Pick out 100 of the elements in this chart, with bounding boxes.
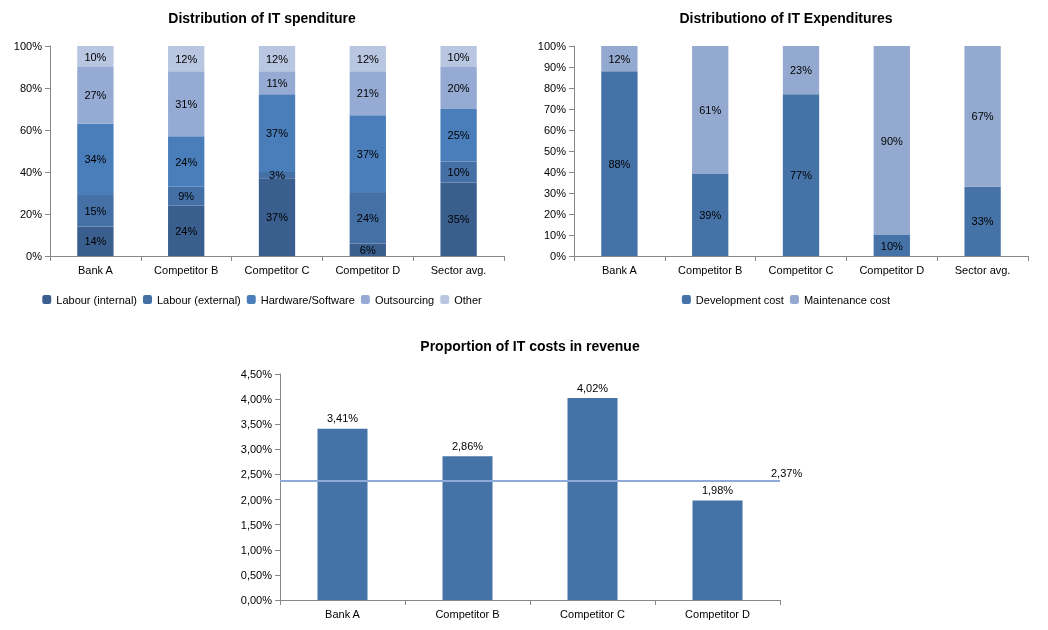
data-label: 33%	[971, 215, 994, 228]
data-label: 37%	[265, 211, 289, 224]
data-label: 27%	[84, 89, 107, 102]
x-tick-label: Sector avg.	[430, 263, 487, 276]
x-tick-label: Sector avg.	[954, 263, 1011, 276]
x-tick-label: Competitor C	[244, 263, 310, 276]
y-tick-label: 10%	[543, 229, 567, 241]
y-tick-label: 4,50%	[240, 368, 273, 380]
data-label: 10%	[447, 50, 470, 63]
bar	[258, 94, 296, 172]
data-label: 37%	[265, 127, 289, 140]
y-tick-label: 60%	[543, 124, 567, 136]
bar	[440, 109, 477, 162]
y-tick-label: 3,00%	[240, 443, 273, 456]
y-tick-label: 40%	[543, 166, 567, 178]
y-tick-label: 2,50%	[240, 468, 273, 481]
data-label: 2,86%	[451, 439, 484, 452]
data-label: 24%	[175, 224, 198, 237]
bar	[317, 428, 368, 600]
bar	[692, 174, 729, 256]
x-tick-label: Competitor C	[560, 607, 625, 620]
y-tick-label: 3,50%	[240, 418, 273, 431]
x-tick-label: Bank A	[601, 263, 638, 276]
data-label: 25%	[447, 129, 470, 142]
data-label: 61%	[699, 104, 722, 117]
x-tick-label: Competitor D	[685, 607, 750, 620]
y-tick-label: 0%	[550, 250, 567, 262]
bar	[782, 94, 820, 256]
data-label: 34%	[84, 153, 107, 166]
data-label: 88%	[608, 157, 631, 170]
bar	[692, 46, 729, 175]
y-tick-label: 60%	[19, 124, 43, 136]
data-label: 39%	[699, 209, 722, 222]
bar	[349, 115, 386, 193]
data-label: 35%	[447, 213, 470, 226]
bar	[168, 136, 205, 187]
data-label: 12%	[356, 52, 380, 65]
data-label: 15%	[84, 204, 107, 217]
bar	[349, 193, 386, 244]
bar	[567, 398, 618, 600]
bar	[77, 67, 114, 124]
chart-title: Distribution of IT spenditure	[168, 10, 356, 26]
ref-line-label: 2,37%	[771, 466, 803, 479]
data-label: 4,02%	[576, 381, 609, 394]
chart-title: Proportion of IT costs in revenue	[420, 338, 640, 354]
y-tick-label: 80%	[543, 82, 567, 94]
data-label: 24%	[356, 212, 380, 225]
legend-label: Outsourcing	[374, 293, 435, 306]
bar	[692, 500, 743, 600]
data-label: 67%	[971, 110, 994, 123]
x-tick-label: Competitor D	[859, 263, 925, 276]
data-label: 6%	[359, 243, 376, 256]
legend-label: Maintenance cost	[803, 293, 891, 306]
y-tick-label: 0,50%	[240, 568, 273, 581]
y-tick-label: 90%	[543, 61, 567, 73]
y-tick-label: 0,00%	[240, 594, 273, 606]
x-tick-label: Competitor B	[678, 263, 743, 276]
data-label: 21%	[356, 87, 380, 100]
x-tick-label: Competitor D	[335, 263, 401, 276]
legend-label: Labour (external)	[156, 293, 241, 306]
bar	[873, 46, 910, 235]
bar	[77, 195, 114, 227]
data-label: 12%	[175, 52, 198, 65]
y-tick-label: 1,50%	[240, 518, 273, 531]
x-tick-label: Competitor B	[435, 607, 500, 620]
data-label: 20%	[447, 82, 470, 94]
y-tick-label: 1,00%	[240, 543, 273, 556]
data-label: 11%	[266, 76, 288, 89]
x-tick-label: Bank A	[325, 607, 361, 620]
bar	[258, 178, 296, 256]
bar	[77, 123, 114, 196]
data-label: 10%	[447, 166, 470, 178]
data-label: 14%	[84, 235, 107, 248]
data-label: 12%	[265, 52, 289, 65]
y-tick-label: 100%	[13, 40, 43, 52]
data-label: 31%	[175, 97, 198, 110]
y-tick-label: 20%	[543, 208, 567, 220]
bar	[77, 226, 114, 256]
data-label: 12%	[608, 52, 631, 65]
legend-label: Labour (internal)	[56, 293, 137, 306]
y-tick-label: 30%	[543, 187, 567, 199]
bar	[349, 71, 386, 116]
bar	[964, 186, 1001, 256]
data-label: 3%	[269, 169, 286, 182]
legend-label: Hardware/Software	[260, 293, 355, 306]
x-tick-label: Competitor B	[154, 263, 219, 276]
data-label: 24%	[175, 155, 198, 168]
bar	[601, 71, 638, 256]
data-label: 23%	[789, 64, 813, 77]
y-tick-label: 4,00%	[240, 393, 273, 406]
legend-label: Other	[454, 293, 483, 306]
x-tick-label: Competitor C	[768, 263, 834, 276]
y-tick-label: 2,00%	[240, 493, 273, 506]
data-label: 3,41%	[326, 412, 359, 425]
y-tick-label: 80%	[19, 82, 43, 94]
data-label: 77%	[789, 169, 813, 182]
y-tick-label: 50%	[543, 145, 567, 157]
y-tick-label: 40%	[19, 166, 43, 178]
bar	[442, 456, 493, 600]
bar	[168, 71, 205, 137]
